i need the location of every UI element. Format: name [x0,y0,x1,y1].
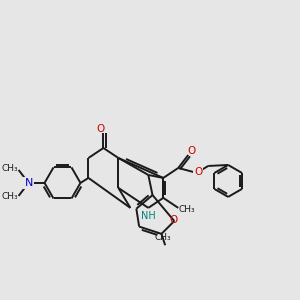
Text: CH₃: CH₃ [155,233,172,242]
Text: O: O [187,146,195,156]
Text: CH₃: CH₃ [179,206,196,214]
Text: CH₃: CH₃ [1,192,18,201]
Text: O: O [194,167,202,177]
Text: N: N [24,178,33,188]
Text: O: O [96,124,104,134]
Text: NH: NH [141,211,156,221]
Text: O: O [169,215,177,225]
Text: CH₃: CH₃ [1,164,18,173]
